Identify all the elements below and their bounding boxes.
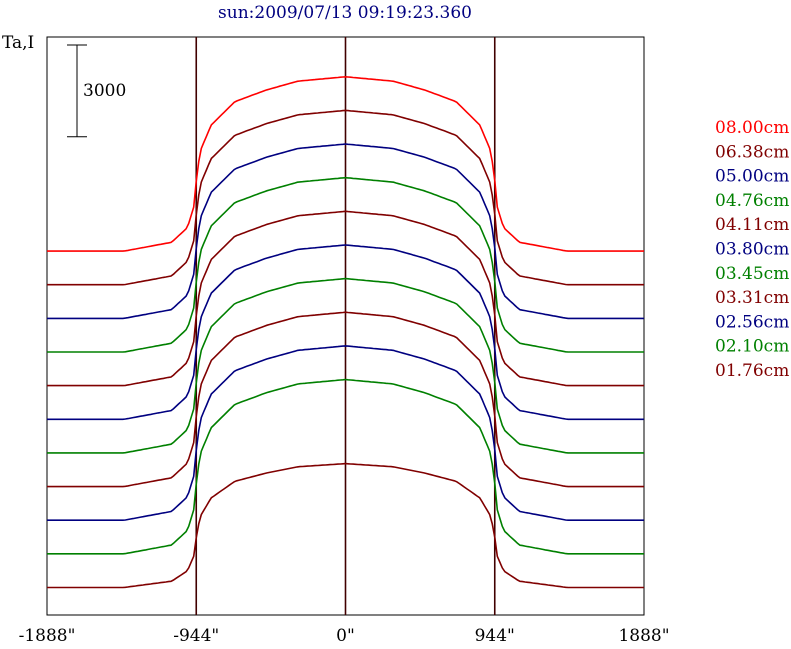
x-tick-label-2: 0" xyxy=(336,626,355,646)
legend-item-04.11cm: 04.11cm xyxy=(715,215,789,235)
scale-bar: 3000 xyxy=(67,44,126,138)
legend-item-02.56cm: 02.56cm xyxy=(715,312,789,332)
series-line-03.31cm xyxy=(47,311,644,488)
legend-item-03.45cm: 03.45cm xyxy=(715,264,789,284)
series-line-03.80cm xyxy=(47,244,644,421)
legend-item-05.00cm: 05.00cm xyxy=(715,167,789,187)
series-line-02.10cm xyxy=(47,378,644,555)
series-line-03.45cm xyxy=(47,277,644,454)
series-line-06.38cm xyxy=(47,109,644,286)
series-line-08.00cm xyxy=(47,75,644,252)
legend-item-03.80cm: 03.80cm xyxy=(715,240,789,260)
x-tick-label-3: 944" xyxy=(475,626,515,646)
series-line-02.56cm xyxy=(47,345,644,522)
x-tick-labels: -1888" -944" 0" 944" 1888" xyxy=(19,626,670,646)
legend: 08.00cm 06.38cm 05.00cm 04.76cm 04.11cm 03.80… xyxy=(715,118,789,381)
legend-item-03.31cm: 03.31cm xyxy=(715,288,789,308)
series-layer xyxy=(47,75,644,589)
legend-item-06.38cm: 06.38cm xyxy=(715,142,789,162)
series-line-04.11cm xyxy=(47,210,644,387)
legend-item-08.00cm: 08.00cm xyxy=(715,118,789,138)
x-tick-label-1: -944" xyxy=(173,626,219,646)
series-line-01.76cm xyxy=(47,462,644,589)
scale-bar-label: 3000 xyxy=(83,81,126,101)
legend-item-01.76cm: 01.76cm xyxy=(715,361,789,381)
legend-item-04.76cm: 04.76cm xyxy=(715,191,789,211)
series-line-04.76cm xyxy=(47,176,644,353)
legend-item-02.10cm: 02.10cm xyxy=(715,337,789,357)
vertical-markers xyxy=(195,37,496,615)
y-axis-label: Ta,I xyxy=(2,33,34,53)
chart-title: sun:2009/07/13 09:19:23.360 xyxy=(218,3,472,23)
x-tick-label-0: -1888" xyxy=(19,626,76,646)
x-tick-label-4: 1888" xyxy=(618,626,669,646)
series-line-05.00cm xyxy=(47,143,644,320)
